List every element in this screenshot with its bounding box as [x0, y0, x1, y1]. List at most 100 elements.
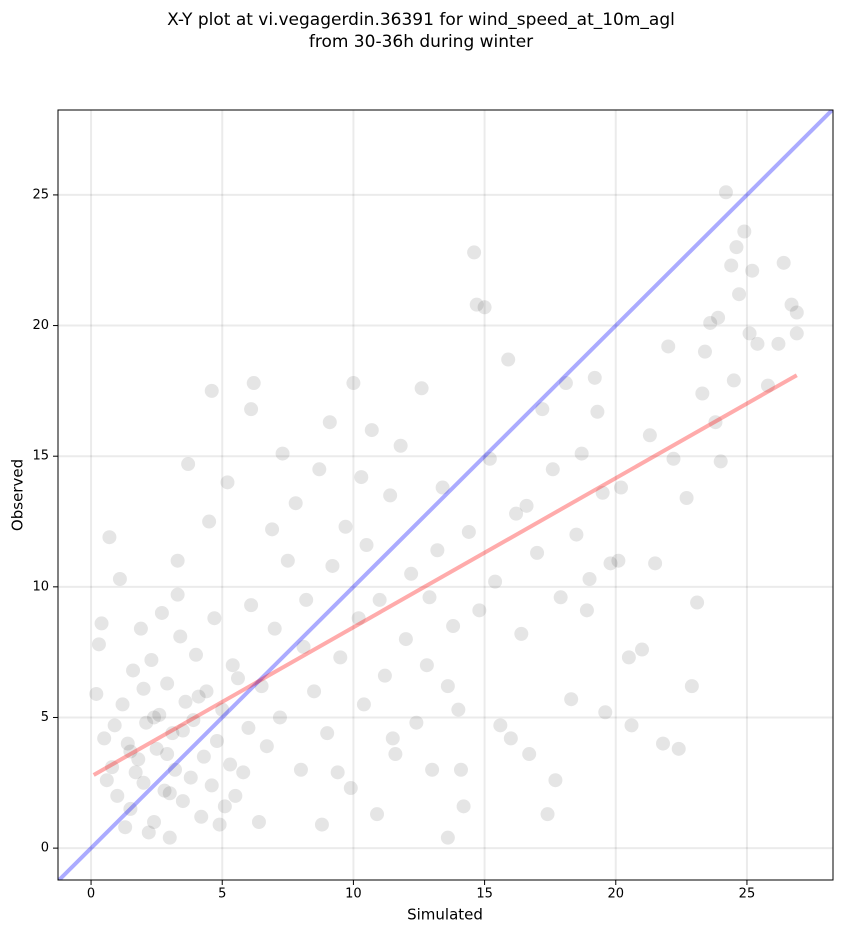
scatter-point	[776, 255, 791, 270]
scatter-point	[488, 574, 503, 589]
scatter-point	[724, 258, 739, 273]
scatter-point	[530, 545, 545, 560]
scatter-point	[343, 781, 358, 796]
scatter-point	[230, 671, 245, 686]
scatter-point	[191, 689, 206, 704]
scatter-point	[482, 451, 497, 466]
scatter-point	[598, 705, 613, 720]
scatter-point	[293, 762, 308, 777]
scatter-point	[272, 710, 287, 725]
scatter-point	[194, 809, 209, 824]
scatter-point	[695, 386, 710, 401]
scatter-point	[745, 263, 760, 278]
scatter-point	[370, 807, 385, 822]
scatter-point	[690, 595, 705, 610]
x-tick-label: 10	[345, 887, 362, 902]
scatter-point	[574, 446, 589, 461]
scatter-point	[467, 245, 482, 260]
scatter-point	[299, 592, 314, 607]
scatter-point	[196, 749, 211, 764]
scatter-point	[217, 799, 232, 814]
scatter-point	[105, 760, 120, 775]
scatter-point	[147, 710, 162, 725]
scatter-point	[246, 376, 261, 391]
scatter-point	[472, 603, 487, 618]
scatter-point	[708, 415, 723, 430]
scatter-point	[175, 794, 190, 809]
scatter-point	[186, 713, 201, 728]
scatter-point	[737, 224, 752, 239]
scatter-point	[393, 438, 408, 453]
scatter-point	[582, 572, 597, 587]
scatter-point	[170, 587, 185, 602]
scatter-point	[356, 697, 371, 712]
scatter-point	[307, 684, 322, 699]
y-tick-label: 25	[32, 187, 49, 202]
scatter-point	[118, 820, 133, 835]
scatter-point	[236, 765, 251, 780]
scatter-point	[141, 825, 156, 840]
scatter-point	[456, 799, 471, 814]
scatter-point	[726, 373, 741, 388]
scatter-point	[133, 621, 148, 636]
scatter-point	[160, 676, 175, 691]
y-axis-label: Observed	[9, 459, 27, 531]
scatter-point	[204, 383, 219, 398]
scatter-point	[430, 543, 445, 558]
scatter-point	[91, 637, 106, 652]
scatter-point	[346, 376, 361, 391]
scatter-point	[635, 642, 650, 657]
scatter-point	[188, 647, 203, 662]
scatter-point	[212, 817, 227, 832]
scatter-point	[154, 605, 169, 620]
x-tick-label: 5	[218, 887, 226, 902]
scatter-point	[173, 629, 188, 644]
scatter-point	[162, 830, 177, 845]
scatter-point	[784, 297, 799, 312]
x-axis-label: Simulated	[407, 906, 483, 924]
scatter-point	[136, 681, 151, 696]
scatter-point	[477, 300, 492, 315]
scatter-point	[152, 707, 167, 722]
scatter-point	[181, 457, 196, 472]
axes-frame	[57, 109, 834, 881]
scatter-point	[666, 451, 681, 466]
x-tick-label: 25	[739, 887, 756, 902]
scatter-point	[509, 506, 524, 521]
scatter-point	[333, 650, 348, 665]
scatter-point	[338, 519, 353, 534]
scatter-point	[440, 679, 455, 694]
scatter-point	[684, 679, 699, 694]
y-tick-label: 5	[41, 710, 49, 725]
scatter-point	[320, 726, 335, 741]
scatter-point	[789, 326, 804, 341]
scatter-point	[377, 668, 392, 683]
scatter-point	[548, 773, 563, 788]
scatter-point	[435, 480, 450, 495]
scatter-point	[165, 726, 180, 741]
scatter-point	[202, 514, 217, 529]
scatter-point	[131, 752, 146, 767]
scatter-point	[540, 807, 555, 822]
scatter-point	[157, 783, 172, 798]
scatter-point	[168, 762, 183, 777]
scatter-point	[312, 462, 327, 477]
scatter-point	[107, 718, 122, 733]
scatter-point	[123, 744, 138, 759]
reference-line	[58, 110, 833, 880]
scatter-point	[322, 415, 337, 430]
y-tick-label: 10	[32, 579, 49, 594]
scatter-point	[642, 428, 657, 443]
scatter-point	[259, 739, 274, 754]
scatter-point	[729, 240, 744, 255]
scatter-point	[207, 611, 222, 626]
scatter-point	[713, 454, 728, 469]
scatter-point	[679, 491, 694, 506]
scatter-point	[451, 702, 466, 717]
scatter-point	[99, 773, 114, 788]
scatter-point	[144, 653, 159, 667]
scatter-point	[267, 621, 282, 636]
scatter-point	[732, 287, 747, 302]
scatter-point	[225, 658, 240, 673]
